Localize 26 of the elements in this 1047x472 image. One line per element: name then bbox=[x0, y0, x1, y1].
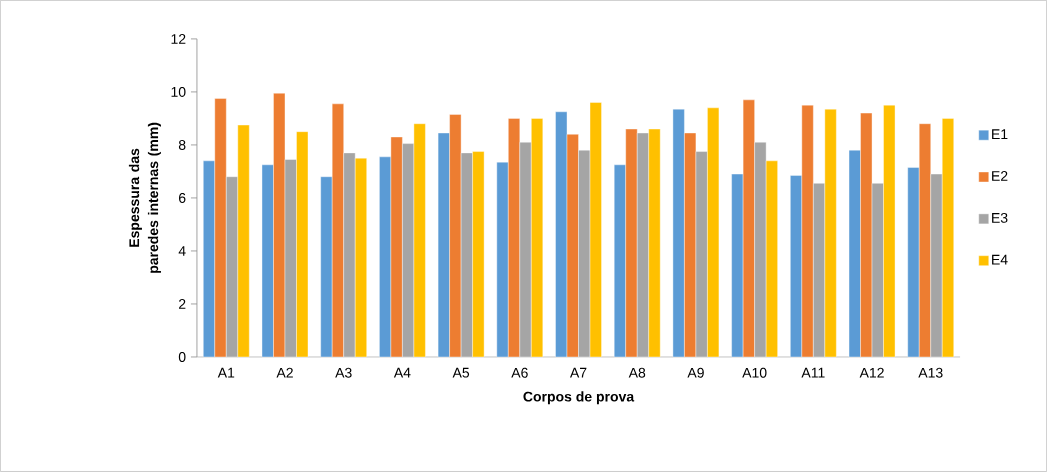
x-tick-label: A10 bbox=[742, 367, 767, 378]
y-tick-label: 6 bbox=[178, 193, 186, 203]
y-tick-label: 4 bbox=[178, 246, 186, 256]
x-tick-label: A2 bbox=[276, 367, 293, 378]
x-tick-label: A3 bbox=[335, 367, 352, 378]
legend-label: E4 bbox=[992, 254, 1008, 265]
x-tick-label: A6 bbox=[511, 367, 528, 378]
x-tick-label: A8 bbox=[628, 367, 646, 378]
x-tick-label: A9 bbox=[687, 367, 704, 378]
x-tick-label: A7 bbox=[569, 367, 587, 378]
x-tick-label: A13 bbox=[918, 367, 943, 378]
y-tick-label: 10 bbox=[171, 87, 186, 97]
y-tick-label: 2 bbox=[178, 299, 186, 309]
legend-label: E2 bbox=[992, 171, 1008, 181]
x-tick-label: A4 bbox=[393, 367, 411, 378]
legend-label: E1 bbox=[992, 129, 1008, 139]
y-tick-label: 12 bbox=[171, 34, 186, 44]
y-tick-label: 0 bbox=[178, 352, 186, 362]
legend-label: E3 bbox=[992, 212, 1008, 223]
x-tick-label: A1 bbox=[217, 367, 235, 378]
x-axis-title: Corpos de prova bbox=[523, 391, 635, 405]
y-tick-label: 8 bbox=[178, 140, 186, 150]
x-tick-label: A12 bbox=[859, 367, 884, 378]
y-axis-title: Espessura das paredes internas (mm) bbox=[128, 122, 161, 273]
x-tick-label: A11 bbox=[801, 367, 825, 378]
x-tick-label: A5 bbox=[452, 367, 470, 378]
